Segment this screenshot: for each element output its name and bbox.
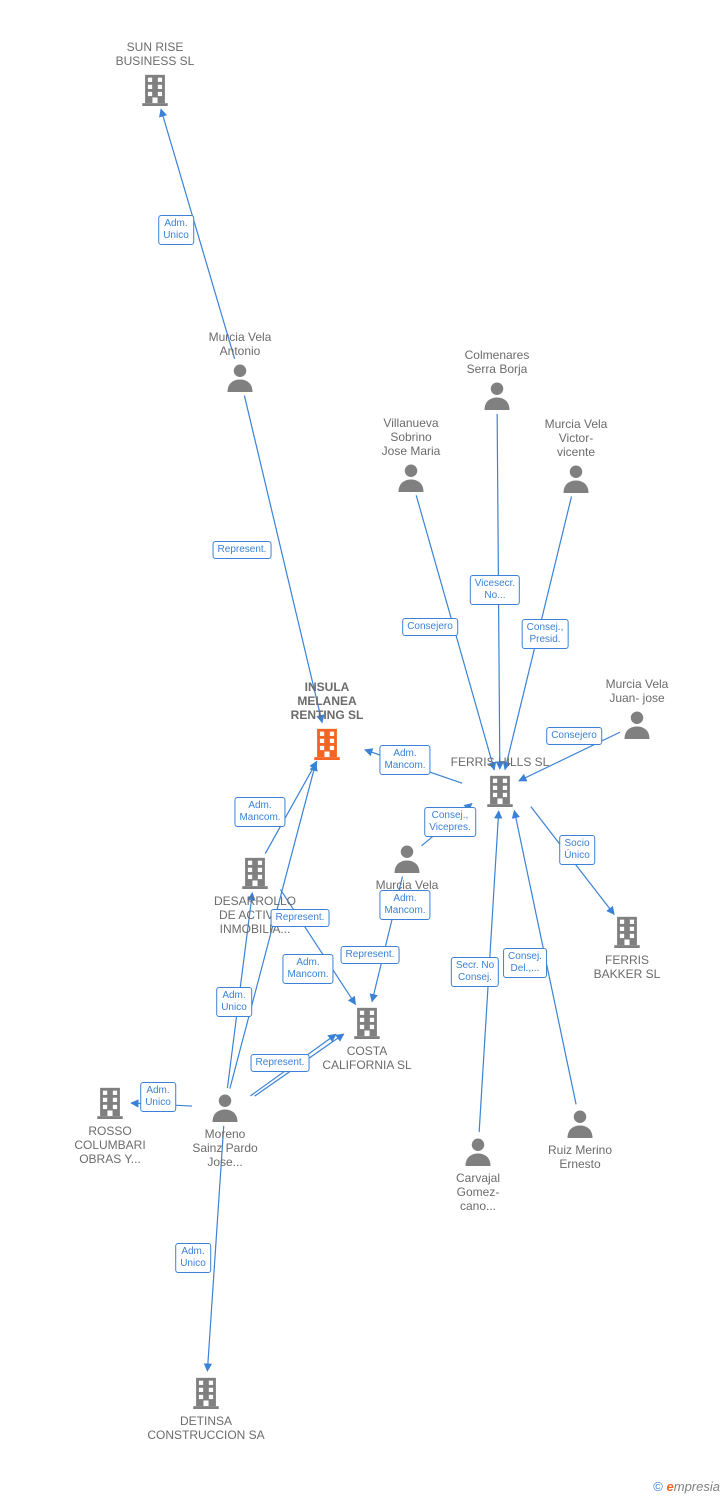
company-node-costa[interactable]: COSTACALIFORNIA SL bbox=[307, 1005, 427, 1076]
edge-label: Consejero bbox=[402, 618, 458, 636]
building-icon bbox=[350, 1005, 384, 1044]
building-icon bbox=[610, 914, 644, 953]
person-icon bbox=[463, 1136, 493, 1171]
building-icon bbox=[483, 773, 517, 812]
person-node-ruiz[interactable]: Ruiz MerinoErnesto bbox=[520, 1108, 640, 1175]
person-icon bbox=[210, 1092, 240, 1127]
company-node-ferris_hills[interactable]: FERRIS HILLS SL bbox=[440, 755, 560, 812]
person-node-villanueva[interactable]: VillanuevaSobrinoJose Maria bbox=[351, 416, 471, 497]
company-node-ferris_bakker[interactable]: FERRISBAKKER SL bbox=[567, 914, 687, 985]
person-icon bbox=[565, 1108, 595, 1143]
node-label: COSTACALIFORNIA SL bbox=[307, 1044, 427, 1072]
edge-label: Consejero bbox=[546, 727, 602, 745]
person-icon bbox=[392, 843, 422, 878]
edge-label: Represent. bbox=[341, 946, 400, 964]
edge-label: Adm.Unico bbox=[216, 987, 252, 1017]
person-icon bbox=[622, 709, 652, 744]
edge-label: Adm.Mancom. bbox=[282, 954, 333, 984]
edge-label: Represent. bbox=[251, 1054, 310, 1072]
edge-label: Adm.Mancom. bbox=[234, 797, 285, 827]
edge-label: Consej.Del.,... bbox=[503, 948, 547, 978]
person-icon bbox=[225, 362, 255, 397]
edge-label: Vicesecr.No... bbox=[470, 575, 520, 605]
building-icon bbox=[310, 726, 344, 765]
brand-logo-rest: mpresia bbox=[674, 1479, 720, 1494]
company-node-insula[interactable]: INSULAMELANEARENTING SL bbox=[267, 680, 387, 765]
company-node-detinsa[interactable]: DETINSACONSTRUCCION SA bbox=[146, 1375, 266, 1446]
edge-label: Consej.,Presid. bbox=[522, 619, 569, 649]
building-icon bbox=[238, 855, 272, 894]
copyright: © empresia bbox=[653, 1479, 720, 1494]
node-label: Murcia VelaVictor-vicente bbox=[516, 417, 636, 459]
node-label: ROSSOCOLUMBARIOBRAS Y... bbox=[50, 1124, 170, 1166]
node-label: INSULAMELANEARENTING SL bbox=[267, 680, 387, 722]
node-label: MorenoSainz PardoJose... bbox=[165, 1127, 285, 1169]
edge-label: Adm.Unico bbox=[140, 1082, 176, 1112]
node-label: FERRIS HILLS SL bbox=[440, 755, 560, 769]
edge-label: Adm.Mancom. bbox=[379, 890, 430, 920]
node-label: ColmenaresSerra Borja bbox=[437, 348, 557, 376]
building-icon bbox=[93, 1085, 127, 1124]
person-icon bbox=[396, 462, 426, 497]
node-label: VillanuevaSobrinoJose Maria bbox=[351, 416, 471, 458]
node-label: SUN RISEBUSINESS SL bbox=[95, 40, 215, 68]
edge-label: Adm.Unico bbox=[158, 215, 194, 245]
person-node-colmenares[interactable]: ColmenaresSerra Borja bbox=[437, 348, 557, 415]
edge-label: Adm.Mancom. bbox=[379, 745, 430, 775]
node-label: CarvajalGomez-cano... bbox=[418, 1171, 538, 1213]
edge-label: Consej.,Vicepres. bbox=[424, 807, 476, 837]
person-node-moreno[interactable]: MorenoSainz PardoJose... bbox=[165, 1092, 285, 1173]
brand-logo-e: e bbox=[667, 1479, 674, 1494]
edge-line bbox=[244, 395, 322, 722]
person-node-murcia_vela[interactable]: Murcia Vela bbox=[347, 843, 467, 896]
edge-label: Secr. NoConsej. bbox=[451, 957, 499, 987]
person-icon bbox=[482, 380, 512, 415]
node-label: Murcia VelaJuan- jose bbox=[577, 677, 697, 705]
building-icon bbox=[189, 1375, 223, 1414]
node-label: DETINSACONSTRUCCION SA bbox=[146, 1414, 266, 1442]
node-label: FERRISBAKKER SL bbox=[567, 953, 687, 981]
person-node-murcia_victor[interactable]: Murcia VelaVictor-vicente bbox=[516, 417, 636, 498]
edge-label: Represent. bbox=[213, 541, 272, 559]
company-node-sunrise[interactable]: SUN RISEBUSINESS SL bbox=[95, 40, 215, 111]
node-label: Ruiz MerinoErnesto bbox=[520, 1143, 640, 1171]
edge-label: Represent. bbox=[271, 909, 330, 927]
network-canvas: SUN RISEBUSINESS SL Murcia VelaAntonio V… bbox=[0, 0, 728, 1500]
edge-label: SocioÚnico bbox=[559, 835, 595, 865]
company-node-desarrollo[interactable]: DESARROLLODE ACTIVOSINMOBILIA... bbox=[195, 855, 315, 940]
edge-label: Adm.Unico bbox=[175, 1243, 211, 1273]
person-icon bbox=[561, 463, 591, 498]
building-icon bbox=[138, 72, 172, 111]
node-label: Murcia VelaAntonio bbox=[180, 330, 300, 358]
copyright-symbol: © bbox=[653, 1479, 663, 1494]
person-node-murcia_antonio[interactable]: Murcia VelaAntonio bbox=[180, 330, 300, 397]
